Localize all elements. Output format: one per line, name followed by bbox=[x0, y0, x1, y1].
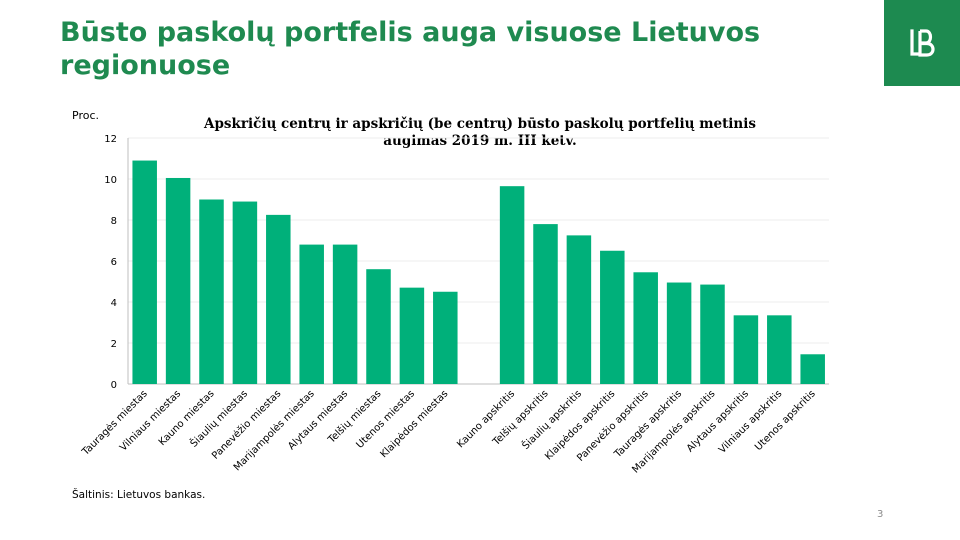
bar bbox=[633, 272, 658, 384]
y-tick-label: 6 bbox=[111, 257, 117, 268]
bar bbox=[666, 282, 692, 384]
bar bbox=[433, 291, 458, 384]
bar bbox=[533, 224, 558, 384]
x-tick-label: Telšių apskritis bbox=[490, 388, 551, 449]
x-tick-label: Šiaulių apskritis bbox=[519, 387, 584, 452]
y-tick-label: 4 bbox=[111, 298, 117, 309]
y-tick-label: 0 bbox=[111, 380, 117, 391]
bar bbox=[800, 354, 825, 384]
x-tick-label: Vilniaus apskritis bbox=[717, 388, 784, 455]
lietuvos-bankas-logo-icon bbox=[910, 29, 935, 57]
y-tick-label: 10 bbox=[104, 175, 117, 186]
bar bbox=[232, 201, 258, 384]
page-title: Būsto paskolų portfelis auga visuose Lie… bbox=[60, 17, 761, 81]
logo bbox=[884, 0, 960, 86]
bar bbox=[700, 284, 725, 384]
chart-title: Apskričių centrų ir apskričių (be centrų… bbox=[204, 116, 756, 149]
x-tick-label: Utenos apskritis bbox=[753, 388, 818, 453]
x-tick-label: Klaipėdos miestas bbox=[378, 388, 450, 460]
bar bbox=[299, 244, 324, 384]
bar bbox=[733, 315, 759, 384]
bar bbox=[366, 269, 391, 384]
bar bbox=[399, 287, 425, 384]
x-tick-label: Utenos miestas bbox=[355, 388, 418, 451]
x-tick-label: Alytaus miestas bbox=[286, 388, 350, 452]
x-tick-label: Šiaulių miestas bbox=[187, 387, 250, 450]
bar bbox=[600, 250, 625, 384]
x-tick-label: Kauno apskritis bbox=[455, 388, 517, 450]
bar bbox=[499, 186, 525, 384]
y-tick-label: 8 bbox=[111, 216, 117, 227]
bar bbox=[199, 199, 224, 384]
y-axis-unit: Proc. bbox=[72, 109, 99, 122]
y-tick-label: 2 bbox=[111, 339, 117, 350]
x-tick-label: Vilniaus miestas bbox=[118, 388, 183, 453]
bar bbox=[767, 315, 792, 384]
bar bbox=[266, 214, 291, 384]
bar bbox=[332, 244, 358, 384]
x-tick-label: Alytaus apskritis bbox=[685, 388, 751, 454]
bar bbox=[566, 235, 592, 384]
source-note: Šaltinis: Lietuvos bankas. bbox=[72, 489, 206, 501]
bar bbox=[132, 160, 157, 384]
bar bbox=[165, 177, 191, 384]
y-tick-label: 12 bbox=[104, 134, 117, 145]
page-number: 3 bbox=[877, 509, 884, 520]
